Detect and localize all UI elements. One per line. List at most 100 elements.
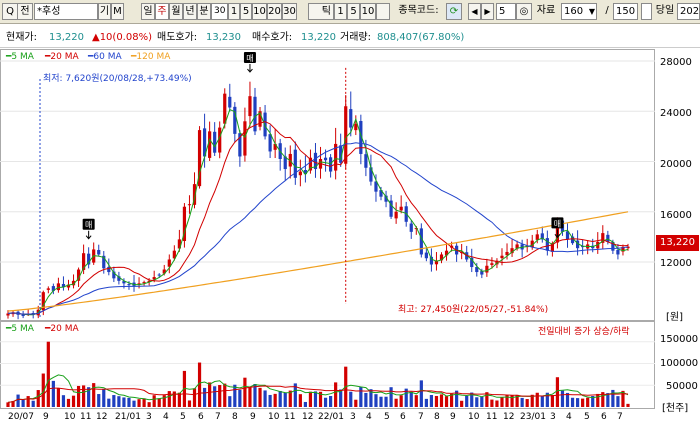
volume-bar <box>515 394 519 407</box>
candle-body <box>177 239 181 249</box>
interval-30-button[interactable]: 30 <box>282 3 297 20</box>
candle-body <box>485 265 489 273</box>
zoom-icon[interactable]: ◎ <box>516 3 532 20</box>
candle <box>581 239 585 255</box>
x-tick-label: 7 <box>215 412 221 422</box>
gi-button[interactable]: 기 <box>98 3 111 20</box>
period-year-button[interactable]: 년 <box>183 3 197 20</box>
volume-bar <box>525 399 529 407</box>
candle <box>490 257 494 269</box>
candle-body <box>87 253 91 265</box>
price-pane[interactable] <box>0 49 655 321</box>
candle-body <box>182 206 187 241</box>
volume-bar <box>76 385 81 407</box>
data-count-select[interactable]: 160 ▼ <box>561 3 597 20</box>
year-input[interactable]: 2023 <box>677 3 700 20</box>
next-icon[interactable]: ▶ <box>481 3 494 20</box>
period-month-button[interactable]: 월 <box>169 3 183 20</box>
volume-bar <box>238 389 242 407</box>
bid-label: 매수호가: <box>252 32 293 43</box>
volume-bar <box>92 383 96 407</box>
x-tick-label: 6 <box>198 412 204 422</box>
volume-bar <box>293 383 297 407</box>
today-checkbox[interactable] <box>641 3 652 20</box>
candle <box>61 276 66 291</box>
candle <box>480 268 484 279</box>
candle-body <box>61 283 66 288</box>
search-mode-button[interactable]: 전 <box>17 3 33 20</box>
candle-body <box>202 128 207 157</box>
volume-bar <box>26 396 30 407</box>
interval-1-button[interactable]: 1 <box>228 3 240 20</box>
volume-bar <box>56 388 61 407</box>
period-week-button[interactable]: 주 <box>155 3 169 20</box>
x-tick-label: 21/01 <box>115 412 141 422</box>
volume-bar <box>162 395 166 407</box>
volume-bar <box>218 385 222 407</box>
x-tick-label: 5 <box>180 412 186 422</box>
candle <box>278 138 282 171</box>
minute-input[interactable]: 30 <box>211 3 228 20</box>
candle-body <box>107 266 111 273</box>
search-icon[interactable]: Q <box>2 3 18 20</box>
candle-body <box>470 257 474 268</box>
volume-bar <box>465 395 469 407</box>
interval-20-button[interactable]: 20 <box>267 3 282 20</box>
volume-bar <box>157 398 161 407</box>
candle <box>218 121 222 159</box>
period-day-button[interactable]: 일 <box>141 3 155 20</box>
sell-marker-label: 매 <box>554 219 561 228</box>
volume-bar <box>560 390 565 407</box>
data-label: 자료 <box>536 5 556 16</box>
volume-bar <box>172 391 176 407</box>
tick-1-button[interactable]: 1 <box>334 3 347 20</box>
prev-icon[interactable]: ◀ <box>468 3 481 20</box>
candle <box>329 154 333 178</box>
candle <box>6 310 10 319</box>
volume-bar <box>142 398 146 407</box>
x-tick-label: 10 <box>268 412 280 422</box>
x-tick-label: 11 <box>284 412 296 422</box>
y-tick-24000: 24000 <box>660 108 692 119</box>
candle <box>213 122 217 156</box>
volume-bar <box>16 394 20 407</box>
volume-bar <box>545 392 549 407</box>
step-input[interactable]: 5 <box>496 3 516 20</box>
candle-body <box>117 276 121 281</box>
x-tick-label: 5 <box>384 412 390 422</box>
volume-bar <box>243 377 247 407</box>
volume-chart[interactable] <box>0 321 655 409</box>
tick-10-button[interactable]: 10 <box>360 3 376 20</box>
tick-5-button[interactable]: 5 <box>347 3 360 20</box>
tick-input[interactable]: 틱 <box>308 3 334 20</box>
volume-bar <box>439 394 444 407</box>
m-button[interactable]: M <box>111 3 124 20</box>
candle-body <box>162 269 166 274</box>
volume-bar <box>540 395 544 407</box>
candle-body <box>364 154 368 168</box>
candle-body <box>223 93 227 124</box>
stock-name-input[interactable]: *후성 <box>34 3 98 20</box>
volume-bar <box>535 392 539 407</box>
candle <box>202 113 207 168</box>
candle <box>515 240 519 251</box>
volume-bar <box>339 389 343 407</box>
candle-body <box>303 170 307 175</box>
candle <box>444 243 449 261</box>
interval-10-button[interactable]: 10 <box>252 3 267 20</box>
candle <box>313 143 318 178</box>
price-axis <box>655 49 700 321</box>
candle <box>56 277 61 293</box>
candle-body <box>500 255 504 259</box>
refresh-icon[interactable]: ⟳ <box>446 3 462 20</box>
tick-blank-button[interactable] <box>376 3 390 20</box>
volume-bar <box>46 341 50 407</box>
y-tick-28000: 28000 <box>660 57 692 68</box>
candle-body <box>354 123 358 131</box>
price-chart[interactable]: 매매매 <box>0 49 655 321</box>
volume-bar <box>404 388 408 407</box>
interval-5-button[interactable]: 5 <box>240 3 252 20</box>
candle-body <box>339 145 343 163</box>
candle-body <box>6 313 10 316</box>
period-minute-button[interactable]: 분 <box>197 3 211 20</box>
